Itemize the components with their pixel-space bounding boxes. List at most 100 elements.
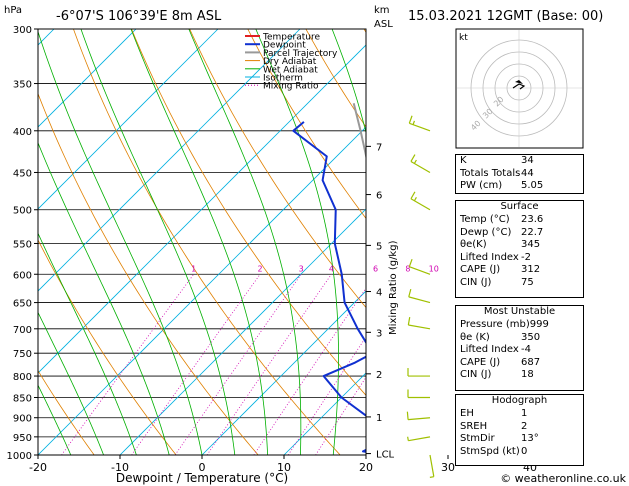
isotherm-line [201,290,366,455]
plot-background-lines [0,29,629,455]
height-tick-label: 5 [376,241,382,252]
pressure-tick-label: 300 [13,25,32,36]
height-tick-label: 7 [376,142,382,153]
wind-barb-flag [408,259,413,267]
wet-adiabat-line [188,29,302,455]
wind-barb-flag [408,115,413,124]
temperature-tick-label: 0 [199,461,206,474]
wind-barb-half-flag [413,196,417,202]
wind-barb [407,389,430,399]
mu-thetae-label: θe (K) [460,331,490,343]
indices-basic-table: K 34 Totals Totals 44 PW (cm) 5.05 [455,154,584,194]
dry-adiabat-line [38,92,259,455]
dry-adiabat-line [0,29,12,455]
wind-barb [407,316,431,330]
mixing-ratio-label: 1 [191,264,196,273]
wet-adiabat-line [38,141,170,455]
temperature-tick-label: 30 [441,461,455,474]
wet-adiabat-line [255,29,339,455]
pressure-tick-label: 750 [13,349,32,360]
most-unstable-title: Most Unstable [483,306,556,317]
mixing-ratio-line [253,287,366,455]
temperature-tick-label: -10 [111,461,129,474]
stmspd-label: StmSpd (kt) [460,445,520,457]
wind-barb [410,191,431,211]
wind-barb [408,259,431,275]
legend-label: Parcel Trajectory [263,49,338,59]
stmdir-value: 13° [521,433,539,445]
wind-barb-shaft [410,198,431,211]
wind-barbs [406,115,435,478]
wind-barb-flag [407,316,411,326]
wind-barb-shaft [410,160,431,173]
surface-temp-label: Temp (°C) [460,214,510,225]
datetime-title: 15.03.2021 12GMT (Base: 00) [408,9,603,24]
pressure-tick-label: 800 [13,372,32,383]
wet-adiabat-line [38,384,72,455]
mu-li-value: -4 [521,344,531,356]
wind-barb-half-flag [412,120,416,125]
eh-value: 1 [521,408,528,419]
mixing-ratio-line [174,274,302,455]
wind-barb [408,288,431,304]
mixing-ratio-label: 10 [429,264,439,273]
wind-barb [407,368,430,377]
location-title: -6°07'S 106°39'E 8m ASL [56,9,222,24]
pressure-tick-label: 450 [13,168,32,179]
wind-barb-flag [410,154,416,162]
stmdir-label: StmDir [460,433,495,445]
mixing-ratio-line [206,274,332,455]
surface-thetae-label: θe(K) [460,239,487,251]
surface-cape-value: 312 [521,264,541,276]
wet-adiabat-line [130,29,268,455]
stmspd-value: 0 [521,445,528,457]
hpa-label: hPa [4,5,22,16]
pressure-tick-label: 1000 [7,451,32,462]
most-unstable-table: Most Unstable Pressure (mb) 999 θe (K) 350… [455,305,584,391]
hodograph-kt-label: kt [459,33,468,43]
eh-label: EH [460,408,474,419]
pressure-tick-label: 400 [13,127,32,138]
height-tick-label: 2 [376,370,382,381]
wind-barb-flag [406,411,409,420]
surface-dewp-label: Dewp (°C) [460,226,512,238]
legend-label: Wet Adiabat [263,65,318,75]
mixing-ratio-label: 3 [299,264,304,273]
isotherm-line [38,44,366,374]
mu-cape-value: 687 [521,356,541,368]
wind-barb-flag [408,288,412,298]
mixing-ratio-line [315,376,366,455]
isotherm-line [38,29,137,128]
pressure-tick-label: 650 [13,299,32,310]
wind-barb-shaft [409,266,431,275]
x-axis-title: Dewpoint / Temperature (°C) [116,471,288,485]
isotherm-line [119,208,366,455]
height-tick-label: 3 [376,328,382,339]
mixing-ratio-label: 6 [373,264,378,273]
sreh-value: 2 [521,420,528,432]
wet-adiabat-line [399,29,435,455]
wind-barb [429,454,435,478]
temperature-tick-label: 20 [359,461,373,474]
dry-adiabat-line [596,29,629,455]
index-row-pw: PW (cm) 5.05 [460,180,544,192]
surface-dewp-value: 22.7 [521,226,544,238]
isotherm-line [612,29,629,455]
pressure-tick-label: 950 [13,433,32,444]
surface-cin-value: 75 [521,276,534,288]
surface-cin-label: CIN (J) [460,276,492,288]
mu-pressure-value: 999 [529,319,549,330]
hodograph-trace [512,83,526,90]
wind-barb-half-flag [413,159,417,164]
plot-profiles [292,102,366,453]
wind-barb [408,115,431,132]
surface-thetae-value: 345 [521,239,541,251]
surface-title: Surface [500,201,539,212]
hodograph-frame [455,28,584,149]
wind-barb-shaft [429,454,435,477]
dry-adiabat-line [73,29,341,455]
mu-cin-label: CIN (J) [460,369,492,381]
wet-adiabat-line [38,232,137,455]
wind-barb-shaft [408,296,431,304]
